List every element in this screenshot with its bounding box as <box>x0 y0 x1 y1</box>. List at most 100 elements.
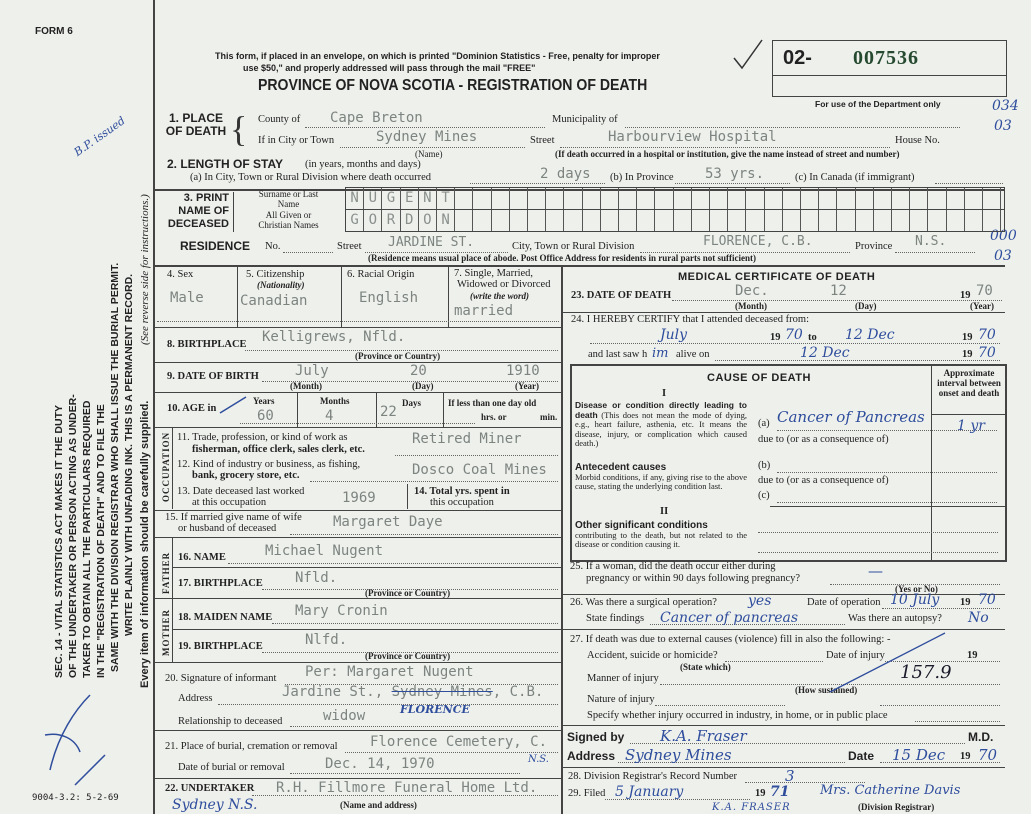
marital-label: 7. Single, Married, <box>454 268 534 279</box>
relationship-label: Relationship to deceased <box>178 716 283 727</box>
name-letter-box <box>528 188 547 209</box>
mother-birthplace-label: 19. BIRTHPLACE <box>178 641 263 652</box>
name-letter-box <box>510 188 528 209</box>
due-to-label: due to (or as a consequence of) <box>758 475 889 486</box>
age-label: 10. AGE in <box>167 403 217 414</box>
page-title: PROVINCE OF NOVA SCOTIA - REGISTRATION O… <box>258 77 648 94</box>
name-letter-box: O <box>419 210 437 231</box>
informant-sig-label: 20. Signature of informant <box>165 673 277 684</box>
days-label: Days <box>402 398 422 408</box>
father-name-label: 16. NAME <box>178 552 226 563</box>
year-prefix: 19 <box>960 751 971 762</box>
notice-line: WRITE PLAINLY WITH UNFADING INK. THIS IS… <box>123 273 135 636</box>
residence-street-label: Street <box>337 241 362 252</box>
mother-maiden-label: 18. MAIDEN NAME <box>178 612 273 623</box>
cause-c-label: (c) <box>758 490 770 501</box>
dob-label: 9. DATE OF BIRTH <box>167 371 259 382</box>
antecedent-text: Antecedent causes Morbid conditions, if a… <box>575 462 747 491</box>
mail-notice: This form, if placed in an envelope, on … <box>215 51 660 61</box>
name-letter-box <box>965 210 983 231</box>
diagonal-strike <box>829 632 946 693</box>
name-letter-box: D <box>401 210 419 231</box>
hospital-note: (If death occurred in a hospital or inst… <box>555 149 900 159</box>
name-letter-box: T <box>437 188 456 209</box>
name-note: (Name) <box>415 149 443 159</box>
age-months: 4 <box>325 408 334 424</box>
name-letter-box <box>619 210 638 231</box>
year-prefix: 19 <box>770 332 781 343</box>
industry-label: 12. Kind of industry or business, as fis… <box>177 459 361 470</box>
name-letter-box <box>546 210 565 231</box>
year-note: (Year) <box>515 381 539 391</box>
informant-sig-value: Per: Margaret Nugent <box>305 664 474 680</box>
name-letter-box <box>455 188 474 209</box>
name-letter-box: N <box>419 188 437 209</box>
county-value: Cape Breton <box>330 110 423 126</box>
name-letter-box <box>746 188 765 209</box>
notice-line: SAME WITH THE DIVISION REGISTRAR WHO SHA… <box>109 262 121 672</box>
name-letter-box <box>674 210 692 231</box>
father-birthplace-value: Nfld. <box>295 570 338 586</box>
dod-year: 70 <box>976 283 993 299</box>
notice-line: OF THE UNDERTAKER OR PERSON ACTING AS UN… <box>67 394 79 678</box>
name-letter-box <box>819 210 838 231</box>
filed-year: 71 <box>770 784 790 800</box>
last-saw-label: and last saw h <box>588 349 648 360</box>
name-letter-box <box>564 188 583 209</box>
divider <box>155 189 1005 191</box>
q26-value: yes <box>748 593 772 609</box>
reg-prefix: 02- <box>783 47 812 69</box>
physician-date-year: 70 <box>978 746 998 764</box>
name-letter-box <box>473 188 492 209</box>
name-letter-box <box>983 188 1002 209</box>
burial-place-label: 21. Place of burial, cremation or remova… <box>165 741 338 752</box>
trade-label: 11. Trade, profession, or kind of work a… <box>177 432 348 443</box>
name-letter-box <box>619 188 638 209</box>
form-number: FORM 6 <box>35 26 73 37</box>
spouse-label: 15. If married give name of wife <box>165 512 302 523</box>
name-letter-box <box>910 188 929 209</box>
residence-city-value: FLORENCE, C.B. <box>703 234 813 249</box>
name-letter-box <box>601 188 619 209</box>
name-letter-box <box>856 188 874 209</box>
month-note: (Month) <box>290 381 322 391</box>
father-side-label: FATHER <box>161 551 171 594</box>
prov-country-note: (Province or Country) <box>365 588 451 598</box>
industry-value: Dosco Coal Mines <box>412 462 547 478</box>
day-note: (Day) <box>855 301 877 311</box>
form-code: 9004-3.2: 5-2-69 <box>32 793 119 803</box>
stay-canada-label: (c) In Canada (if immigrant) <box>795 172 915 183</box>
undertaker-label: 22. UNDERTAKER <box>165 783 255 794</box>
house-label: House No. <box>895 135 940 146</box>
name-letter-box <box>674 188 692 209</box>
brace: { <box>230 109 248 149</box>
registration-number-box: 02- 007536 <box>772 40 1007 97</box>
cause-a-interval: 1 yr <box>957 418 985 434</box>
length-of-stay-label: 2. LENGTH OF STAY <box>167 157 284 171</box>
spouse-label: or husband of deceased <box>178 523 277 534</box>
q25-label: 25. If a woman, did the death occur eith… <box>570 561 776 572</box>
residence-label: RESIDENCE <box>180 239 251 253</box>
findings-label: State findings <box>586 613 645 624</box>
autopsy-value: No <box>968 610 989 626</box>
margin-note: B.P. issued <box>71 114 128 159</box>
hrs-label: hrs. or <box>481 412 507 422</box>
manner-label: Manner of injury <box>587 673 659 684</box>
certify-label: 24. I HEREBY CERTIFY that I attended dec… <box>571 314 809 325</box>
filed-label: 29. Filed <box>568 788 606 799</box>
father-birthplace-label: 17. BIRTHPLACE <box>178 578 263 589</box>
street-label: Street <box>530 135 555 146</box>
less-than-day-label: If less than one day old <box>448 398 537 408</box>
age-checkmark <box>219 396 247 414</box>
medical-title: MEDICAL CERTIFICATE OF DEATH <box>678 271 876 283</box>
filed-date: 5 January <box>615 784 684 800</box>
name-letter-box <box>455 210 474 231</box>
name-letter-box <box>928 210 947 231</box>
name-letter-box <box>746 210 765 231</box>
interval-label: Approximate interval between onset and d… <box>937 368 1001 398</box>
stay-province-value: 53 yrs. <box>705 166 765 182</box>
name-letter-box <box>728 188 747 209</box>
name-letter-box <box>837 210 856 231</box>
